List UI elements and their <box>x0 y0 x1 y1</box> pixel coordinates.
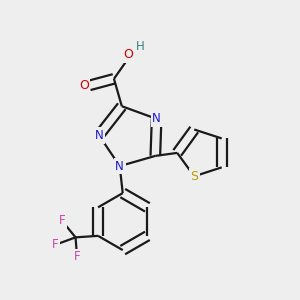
Text: O: O <box>124 48 134 62</box>
Text: N: N <box>152 112 161 125</box>
Text: H: H <box>136 40 144 53</box>
Text: F: F <box>74 250 80 263</box>
Text: F: F <box>59 214 65 227</box>
Text: N: N <box>116 160 124 172</box>
Text: S: S <box>190 170 198 183</box>
Text: F: F <box>52 238 59 251</box>
Text: O: O <box>79 79 89 92</box>
Text: N: N <box>94 129 103 142</box>
